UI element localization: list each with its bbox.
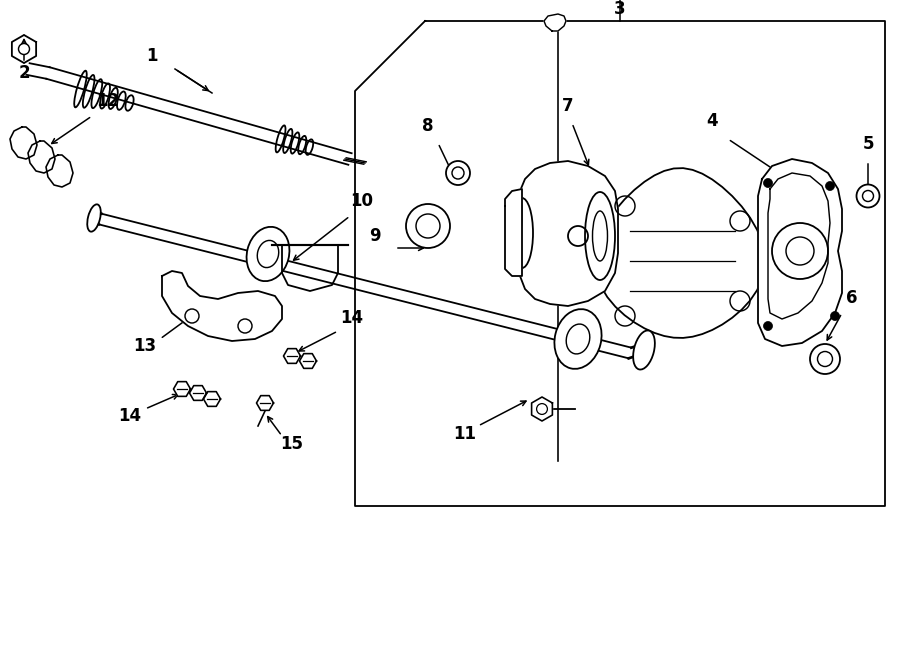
Circle shape [763, 178, 772, 188]
Text: 10: 10 [350, 192, 374, 210]
Text: 2: 2 [18, 64, 30, 82]
Text: 4: 4 [706, 112, 718, 130]
Text: 7: 7 [562, 97, 574, 115]
Polygon shape [28, 141, 55, 173]
Text: 13: 13 [133, 337, 157, 355]
Text: 11: 11 [454, 425, 476, 443]
Polygon shape [12, 35, 36, 63]
Polygon shape [284, 348, 301, 364]
Polygon shape [203, 391, 220, 407]
Circle shape [238, 319, 252, 333]
Circle shape [763, 321, 772, 330]
Text: 8: 8 [422, 117, 434, 135]
Text: 12: 12 [96, 92, 120, 110]
Text: 5: 5 [862, 135, 874, 153]
Circle shape [185, 309, 199, 323]
Text: 1: 1 [146, 47, 158, 65]
Circle shape [857, 184, 879, 208]
Text: 3: 3 [614, 0, 626, 18]
Circle shape [19, 44, 30, 54]
Circle shape [810, 344, 840, 374]
Ellipse shape [633, 330, 655, 369]
Ellipse shape [247, 227, 290, 281]
Text: 6: 6 [846, 289, 858, 307]
Polygon shape [10, 127, 37, 159]
Polygon shape [758, 159, 842, 346]
Circle shape [825, 182, 834, 190]
Ellipse shape [554, 309, 601, 369]
Polygon shape [532, 397, 553, 421]
Polygon shape [46, 155, 73, 187]
Circle shape [831, 311, 840, 321]
Polygon shape [190, 385, 206, 401]
Text: 14: 14 [340, 309, 364, 327]
Polygon shape [256, 396, 274, 410]
Circle shape [406, 204, 450, 248]
Text: 9: 9 [369, 227, 381, 245]
Circle shape [446, 161, 470, 185]
Polygon shape [505, 189, 522, 276]
Polygon shape [520, 161, 618, 306]
Polygon shape [174, 381, 191, 397]
Text: 14: 14 [119, 407, 141, 425]
Ellipse shape [87, 204, 101, 231]
Polygon shape [162, 271, 282, 341]
Polygon shape [601, 168, 765, 338]
Polygon shape [300, 354, 317, 368]
Text: 15: 15 [281, 435, 303, 453]
Polygon shape [544, 14, 566, 31]
